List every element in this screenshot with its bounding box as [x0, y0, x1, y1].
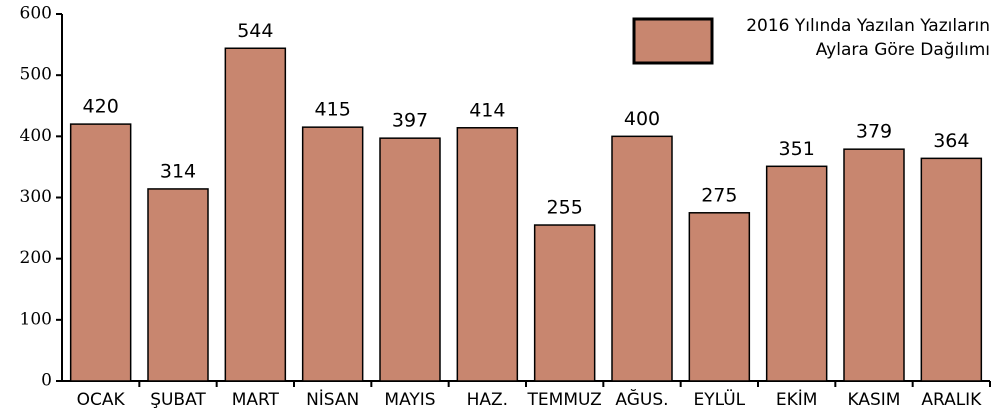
x-tick-label: OCAK [77, 390, 126, 410]
y-tick-label: 500 [20, 65, 52, 85]
y-tick-label: 600 [20, 4, 52, 24]
x-tick-label: ŞUBAT [150, 390, 206, 410]
bar [224, 47, 287, 382]
bar [765, 165, 828, 382]
x-tick-label: EYLÜL [693, 388, 745, 410]
y-tick-label: 300 [20, 187, 52, 207]
value-label: 275 [701, 184, 737, 206]
y-tick-label: 200 [20, 248, 52, 268]
bar [533, 224, 596, 382]
x-tick-label: MAYIS [384, 390, 435, 410]
x-tick-label: KASIM [848, 390, 901, 410]
x-tick-label: EKİM [776, 389, 818, 410]
value-label: 544 [237, 20, 273, 42]
y-tick-label: 0 [41, 371, 52, 391]
x-tick-label: AĞUS. [615, 388, 668, 410]
value-label: 415 [315, 99, 351, 121]
x-tick-label: ARALIK [921, 390, 982, 410]
x-tick-label: NİSAN [306, 389, 359, 410]
x-tick-label: HAZ. [467, 390, 508, 410]
x-tick-label: TEMMUZ [527, 390, 602, 410]
legend-label: 2016 Yılında Yazılan Yazıların Aylara Gö… [746, 16, 990, 60]
value-label: 364 [933, 130, 969, 152]
value-label: 314 [160, 160, 196, 182]
bar [456, 127, 519, 382]
bar [147, 188, 209, 382]
bar [843, 148, 905, 382]
bar [688, 212, 751, 382]
value-label: 379 [856, 121, 892, 143]
bar [379, 137, 441, 382]
legend-swatch [632, 17, 714, 65]
value-label: 420 [83, 96, 119, 118]
bar [69, 123, 132, 382]
bar [301, 126, 364, 382]
bar [920, 157, 983, 382]
x-tick-label: MART [232, 390, 280, 410]
value-label: 414 [469, 99, 505, 121]
y-tick-label: 100 [20, 309, 52, 329]
value-label: 397 [392, 110, 428, 132]
value-label: 400 [624, 108, 660, 130]
y-tick-label: 400 [20, 126, 52, 146]
bar [611, 135, 673, 382]
value-label: 255 [547, 197, 583, 219]
value-label: 351 [779, 138, 815, 160]
